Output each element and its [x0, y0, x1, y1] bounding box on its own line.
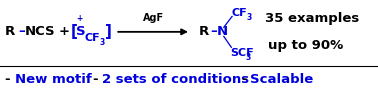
Text: 35 examples: 35 examples: [265, 12, 359, 25]
Text: 3: 3: [100, 38, 105, 47]
Text: SCF: SCF: [230, 48, 253, 58]
Text: [: [: [70, 24, 77, 39]
Text: AgF: AgF: [143, 13, 164, 23]
Text: S: S: [76, 25, 85, 38]
Text: N: N: [217, 25, 228, 38]
Text: 3: 3: [245, 53, 251, 62]
Text: New motif: New motif: [15, 73, 92, 86]
Text: -: -: [4, 73, 9, 86]
Text: up to 90%: up to 90%: [268, 39, 344, 52]
Text: +: +: [76, 14, 82, 23]
Text: ]: ]: [105, 24, 112, 39]
Text: R: R: [198, 25, 209, 38]
Text: CF: CF: [85, 33, 100, 43]
Text: Scalable: Scalable: [250, 73, 313, 86]
Text: 3: 3: [247, 13, 252, 22]
Text: -: -: [241, 73, 247, 86]
Text: CF: CF: [231, 8, 247, 18]
Text: –: –: [18, 25, 25, 38]
Text: –: –: [211, 25, 217, 38]
Text: R: R: [5, 25, 15, 38]
Text: -: -: [93, 73, 98, 86]
Text: NCS: NCS: [25, 25, 55, 38]
Text: +: +: [59, 25, 70, 38]
Text: 2 sets of conditions: 2 sets of conditions: [102, 73, 249, 86]
